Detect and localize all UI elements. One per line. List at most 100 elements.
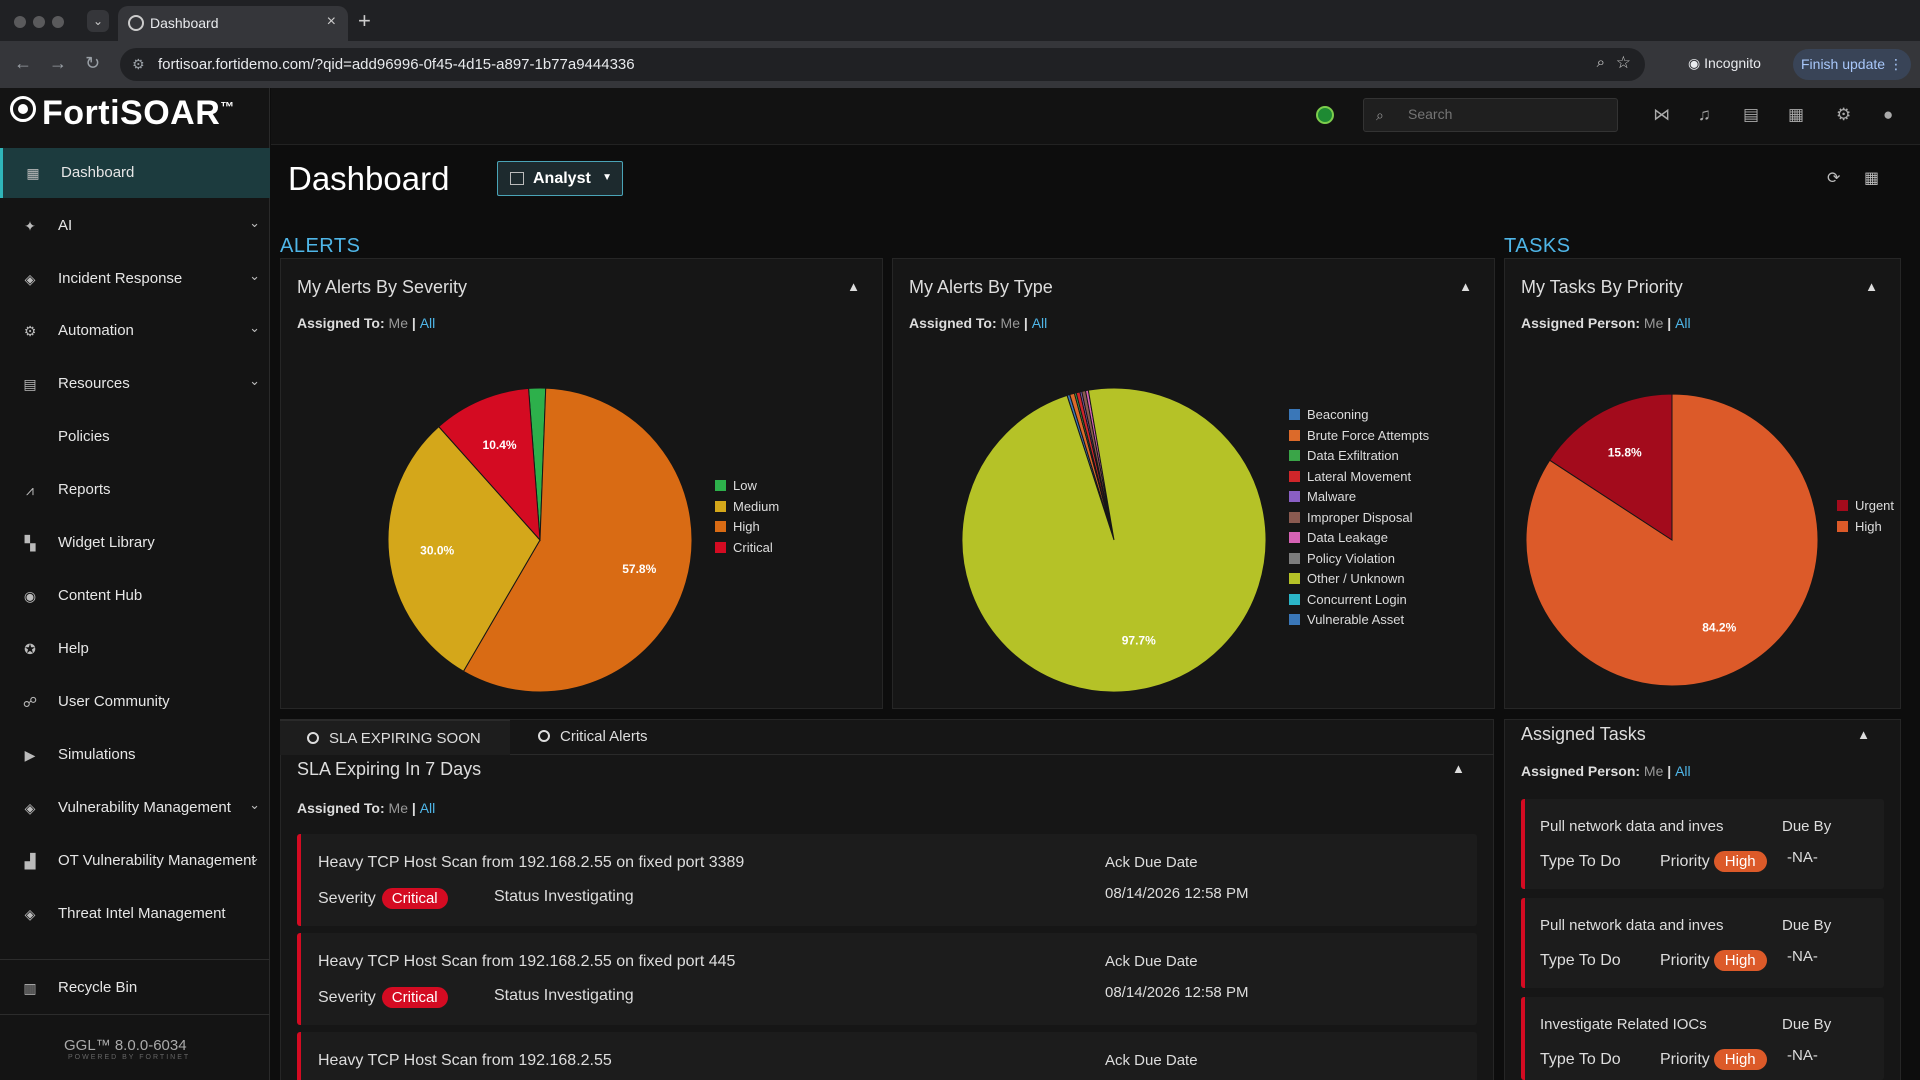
task-name[interactable]: Pull network data and inves	[1540, 917, 1724, 934]
zoom-icon[interactable]: ⌕	[1596, 54, 1605, 71]
legend-item[interactable]: Policy Violation	[1289, 551, 1429, 572]
tab-sla-expiring[interactable]: SLA EXPIRING SOON	[280, 719, 510, 755]
window-controls[interactable]	[14, 15, 71, 33]
filter-all-link[interactable]: All	[1031, 315, 1048, 331]
finish-update-button[interactable]: Finish update ⋮	[1793, 49, 1911, 80]
pie-slice-critical[interactable]	[438, 387, 541, 542]
alert-row[interactable]: Heavy TCP Host Scan from 192.168.2.55 on…	[297, 834, 1477, 926]
new-tab-button[interactable]: +	[358, 8, 371, 33]
sidebar-item-dashboard[interactable]: ▦ Dashboard	[0, 148, 270, 198]
chevron-down-icon[interactable]: ⌄	[249, 373, 260, 388]
chevron-down-icon[interactable]: ⌄	[249, 797, 260, 812]
filter-me-link[interactable]: Me	[1643, 763, 1664, 779]
browser-tab[interactable]: Dashboard ×	[118, 6, 348, 41]
status-indicator-icon[interactable]	[1316, 106, 1334, 124]
filter-all-link[interactable]: All	[419, 315, 436, 331]
legend-item[interactable]: Data Leakage	[1289, 530, 1429, 551]
task-row[interactable]: Pull network data and inves Due By Type …	[1521, 898, 1884, 988]
legend-item[interactable]: Concurrent Login	[1289, 592, 1429, 613]
sidebar-item-policies[interactable]: Policies	[0, 412, 270, 462]
legend-item[interactable]: Vulnerable Asset	[1289, 612, 1429, 633]
sidebar-item-help[interactable]: ✪ Help	[0, 624, 270, 674]
filter-me-link[interactable]: Me	[1000, 315, 1020, 331]
tab-search-button[interactable]: ⌄	[87, 10, 109, 32]
chevron-down-icon[interactable]: ⌄	[249, 320, 260, 335]
filter-all-link[interactable]: All	[419, 800, 436, 816]
close-tab-icon[interactable]: ×	[326, 13, 336, 30]
user-icon[interactable]: ●	[1883, 105, 1894, 124]
legend-item[interactable]: Other / Unknown	[1289, 571, 1429, 592]
alert-name[interactable]: Heavy TCP Host Scan from 192.168.2.55	[318, 1052, 612, 1069]
sidebar-item-ai[interactable]: ✦ AI ⌄	[0, 201, 270, 251]
legend-item[interactable]: Data Exfiltration	[1289, 448, 1429, 469]
alert-row[interactable]: Heavy TCP Host Scan from 192.168.2.55 on…	[297, 933, 1477, 1025]
sidebar-item-vulnerability-management[interactable]: ◈ Vulnerability Management ⌄	[0, 783, 270, 833]
sidebar-item-threat-intel-management[interactable]: ◈ Threat Intel Management	[0, 889, 270, 939]
filter-me-link[interactable]: Me	[388, 315, 408, 331]
legend-item[interactable]: Improper Disposal	[1289, 510, 1429, 531]
collapse-chevron-icon[interactable]: ▲	[1452, 761, 1465, 776]
url-text[interactable]: fortisoar.fortidemo.com/?qid=add96996-0f…	[158, 56, 635, 73]
collapse-chevron-icon[interactable]: ▲	[1857, 727, 1870, 742]
share-icon[interactable]: ⋈	[1653, 105, 1670, 124]
fortisoar-logo[interactable]: FortiSOAR™	[10, 94, 235, 132]
gear-icon[interactable]: ⚙	[1836, 105, 1852, 124]
sidebar-item-ot-vulnerability-management[interactable]: ▟ OT Vulnerability Management ⌄	[0, 836, 270, 886]
filter-me-link[interactable]: Me	[1643, 315, 1664, 331]
alert-row[interactable]: Heavy TCP Host Scan from 192.168.2.55 Ac…	[297, 1032, 1477, 1080]
collapse-chevron-icon[interactable]: ▲	[847, 279, 860, 294]
legend-item[interactable]: High	[715, 519, 779, 540]
legend-item[interactable]: Brute Force Attempts	[1289, 428, 1429, 449]
legend-item[interactable]: Low	[715, 478, 779, 499]
clipboard-icon[interactable]: ▤	[1743, 105, 1760, 124]
chevron-down-icon[interactable]: ⌄	[249, 215, 260, 230]
collapse-chevron-icon[interactable]: ▲	[1865, 279, 1878, 294]
calendar-icon[interactable]: ▦	[1788, 105, 1805, 124]
bell-icon[interactable]: ♫	[1698, 105, 1711, 124]
search-input[interactable]	[1408, 106, 1598, 122]
legend-item[interactable]: Beaconing	[1289, 407, 1429, 428]
edit-layout-icon[interactable]: ▦	[1864, 170, 1880, 187]
sidebar-item-widget-library[interactable]: ▚ Widget Library	[0, 518, 270, 568]
alert-name[interactable]: Heavy TCP Host Scan from 192.168.2.55 on…	[318, 854, 745, 871]
forward-icon[interactable]: →	[49, 53, 67, 73]
legend-item[interactable]: Lateral Movement	[1289, 469, 1429, 490]
back-icon[interactable]: ←	[14, 53, 32, 73]
legend-item[interactable]: Malware	[1289, 489, 1429, 510]
legend-item[interactable]: Critical	[715, 540, 779, 561]
tab-critical-alerts[interactable]: Critical Alerts	[538, 719, 688, 755]
refresh-icon[interactable]: ⟳	[1827, 170, 1841, 187]
sidebar-item-recycle-bin[interactable]: ▥ Recycle Bin	[0, 963, 270, 1013]
pie-slice-other-unknown[interactable]	[961, 387, 1267, 693]
search-box[interactable]: ⌕	[1363, 98, 1618, 132]
chevron-down-icon[interactable]: ⌄	[249, 268, 260, 283]
sidebar-item-reports[interactable]: ⩘ Reports	[0, 465, 270, 515]
legend-item[interactable]: High	[1837, 519, 1894, 540]
filter-all-link[interactable]: All	[1675, 315, 1691, 331]
sidebar-item-content-hub[interactable]: ◉ Content Hub	[0, 571, 270, 621]
incognito-indicator[interactable]: ◉ Incognito	[1688, 55, 1761, 71]
site-info-icon[interactable]: ⚙	[132, 56, 145, 72]
pie-slice-high[interactable]	[462, 387, 693, 693]
pie-slice-urgent[interactable]	[1549, 393, 1673, 541]
chevron-down-icon[interactable]: ⌄	[249, 850, 260, 865]
reload-icon[interactable]: ↻	[85, 53, 101, 73]
bookmark-star-icon[interactable]: ☆	[1615, 53, 1631, 72]
task-name[interactable]: Pull network data and inves	[1540, 818, 1724, 835]
sidebar-item-automation[interactable]: ⚙ Automation ⌄	[0, 306, 270, 356]
view-selector-dropdown[interactable]: Analyst ▼	[497, 161, 623, 196]
sidebar-item-user-community[interactable]: ☍ User Community	[0, 677, 270, 727]
sidebar-item-incident-response[interactable]: ◈ Incident Response ⌄	[0, 254, 270, 304]
sidebar-item-resources[interactable]: ▤ Resources ⌄	[0, 359, 270, 409]
alert-name[interactable]: Heavy TCP Host Scan from 192.168.2.55 on…	[318, 953, 736, 970]
task-row[interactable]: Pull network data and inves Due By Type …	[1521, 799, 1884, 889]
filter-all-link[interactable]: All	[1675, 763, 1691, 779]
legend-item[interactable]: Medium	[715, 499, 779, 520]
legend-item[interactable]: Urgent	[1837, 498, 1894, 519]
task-name[interactable]: Investigate Related IOCs	[1540, 1016, 1707, 1033]
collapse-chevron-icon[interactable]: ▲	[1459, 279, 1472, 294]
sidebar-item-simulations[interactable]: ▶ Simulations	[0, 730, 270, 780]
address-bar[interactable]: ⚙ fortisoar.fortidemo.com/?qid=add96996-…	[120, 48, 1645, 81]
pie-slice-medium[interactable]	[387, 425, 541, 673]
task-row[interactable]: Investigate Related IOCs Due By Type To …	[1521, 997, 1884, 1080]
